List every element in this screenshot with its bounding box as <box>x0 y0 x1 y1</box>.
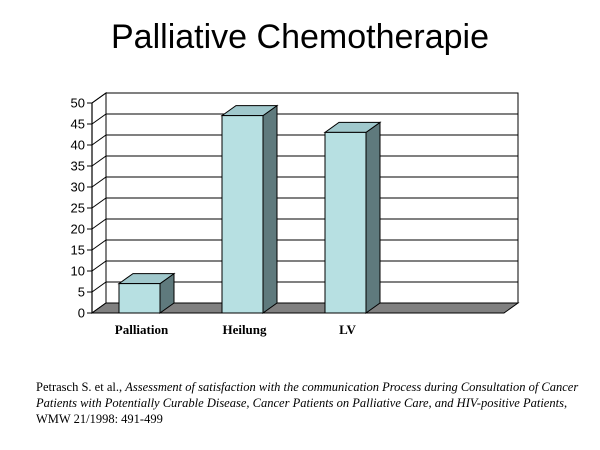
bars <box>117 104 382 314</box>
y-tick-label: 45 <box>71 117 85 132</box>
gridline <box>91 218 518 230</box>
gridline <box>91 239 518 251</box>
y-tick-label: 15 <box>71 243 85 258</box>
bar-side <box>365 121 381 314</box>
gridline <box>91 134 518 146</box>
chart-title: Palliative Chemotherapie <box>111 18 489 56</box>
citation-authors: Petrasch S. et al., <box>36 380 126 394</box>
y-tick-label: 40 <box>71 138 85 153</box>
gridline <box>91 260 518 272</box>
y-tick-label: 35 <box>71 159 85 174</box>
gridline <box>91 176 518 188</box>
citation: Petrasch S. et al., Assessment of satisf… <box>36 379 596 427</box>
y-tick-label: 25 <box>71 201 85 216</box>
y-tick-label: 20 <box>71 222 85 237</box>
gridline <box>91 92 518 104</box>
bar <box>118 283 161 314</box>
bar-side <box>262 104 278 314</box>
gridline <box>91 197 518 209</box>
x-tick-label: LV <box>339 322 356 337</box>
citation-title: Assessment of satisfaction with the comm… <box>36 380 579 410</box>
y-tick-label: 5 <box>78 285 85 300</box>
x-axis-labels: Palliation Heilung LV <box>115 322 357 337</box>
bar <box>221 115 264 314</box>
bar-chart: 0 5 10 15 20 25 30 35 40 45 50 Palliation Heilung LV <box>71 92 520 337</box>
gridline <box>91 113 518 125</box>
y-tick-label: 10 <box>71 264 85 279</box>
y-axis: 0 5 10 15 20 25 30 35 40 45 50 <box>71 96 93 321</box>
gridline <box>91 155 518 167</box>
x-tick-label: Heilung <box>222 322 267 337</box>
citation-source: , WMW 21/1998: 491-499 <box>36 396 568 426</box>
x-tick-label: Palliation <box>115 322 169 337</box>
gridline <box>91 281 518 293</box>
y-tick-label: 0 <box>78 306 85 321</box>
y-tick-label: 30 <box>71 180 85 195</box>
y-tick-label: 50 <box>71 96 85 111</box>
bar <box>324 131 367 314</box>
